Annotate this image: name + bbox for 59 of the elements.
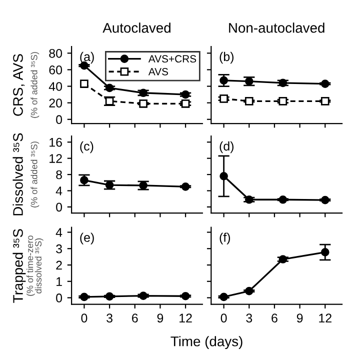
y-tick-label: 20 [49, 98, 62, 108]
y-tick-label: 16 [50, 138, 62, 147]
annotation: (e) [80, 232, 94, 244]
x-tick-label: 3 [246, 314, 252, 323]
y-tick-label: 60 [49, 66, 62, 74]
point [139, 99, 148, 108]
y-tick-label: 0 [56, 202, 62, 212]
y-axis-title: Dissolved ³⁵S (% of added ³⁵S) [12, 133, 40, 216]
point [244, 286, 254, 296]
y-tick-label: 4 [56, 186, 62, 196]
y-tick-label: 40 [48, 82, 62, 91]
point [80, 176, 88, 184]
x-tick-label: 9 [157, 314, 164, 323]
y-tick-label: 3 [56, 244, 62, 254]
y-tick-label: 8 [56, 170, 62, 180]
y-axis-title: Trapped ³⁵S (% of time-zero dissolved ³⁵S) [12, 229, 44, 303]
x-tick-label: 12 [180, 314, 192, 322]
annotation: (d) [220, 141, 234, 154]
point [278, 96, 288, 106]
annotation: (a) [80, 52, 94, 64]
x-tick-label: 0 [220, 314, 227, 323]
y-tick-label: 12 [50, 154, 62, 163]
y-tick-label: 0 [56, 294, 62, 302]
point [80, 80, 88, 88]
annotation: (c) [80, 141, 94, 154]
point [220, 94, 228, 103]
point [181, 99, 190, 108]
point [278, 78, 288, 88]
x-tick-label: 0 [81, 314, 88, 323]
x-axis-title: Time (days) [170, 336, 242, 350]
x-tick-label: 6 [132, 314, 138, 323]
y-tick-label: 2 [56, 260, 62, 270]
x-tick-label: 12 [319, 314, 332, 322]
chart-title: Non-autoclaved [229, 22, 324, 33]
y-tick-label: 1 [56, 277, 62, 286]
y-tick-label: 0 [56, 115, 62, 124]
point [181, 182, 190, 191]
annotation: (f) [220, 232, 230, 244]
annotation: (b) [220, 52, 234, 64]
y-axis-title: CRS, AVS (% of added ³⁵S) [13, 52, 40, 118]
point [139, 88, 148, 98]
point [320, 96, 330, 106]
x-tick-label: 3 [106, 314, 112, 323]
point [320, 80, 330, 88]
legend-label: AVS+CRS [148, 55, 196, 63]
legend-label: AVS [148, 68, 168, 76]
x-tick-label: 9 [296, 314, 303, 323]
point [244, 96, 254, 106]
y-tick-label: 80 [49, 48, 62, 58]
point [105, 84, 114, 92]
y-tick-label: 4 [56, 228, 62, 237]
point [320, 248, 330, 256]
point [220, 76, 228, 85]
chart-title: Autoclaved [102, 22, 170, 33]
x-tick-label: 6 [272, 314, 278, 323]
point [139, 181, 148, 190]
point [278, 255, 288, 264]
point [181, 90, 190, 99]
point [220, 292, 228, 302]
